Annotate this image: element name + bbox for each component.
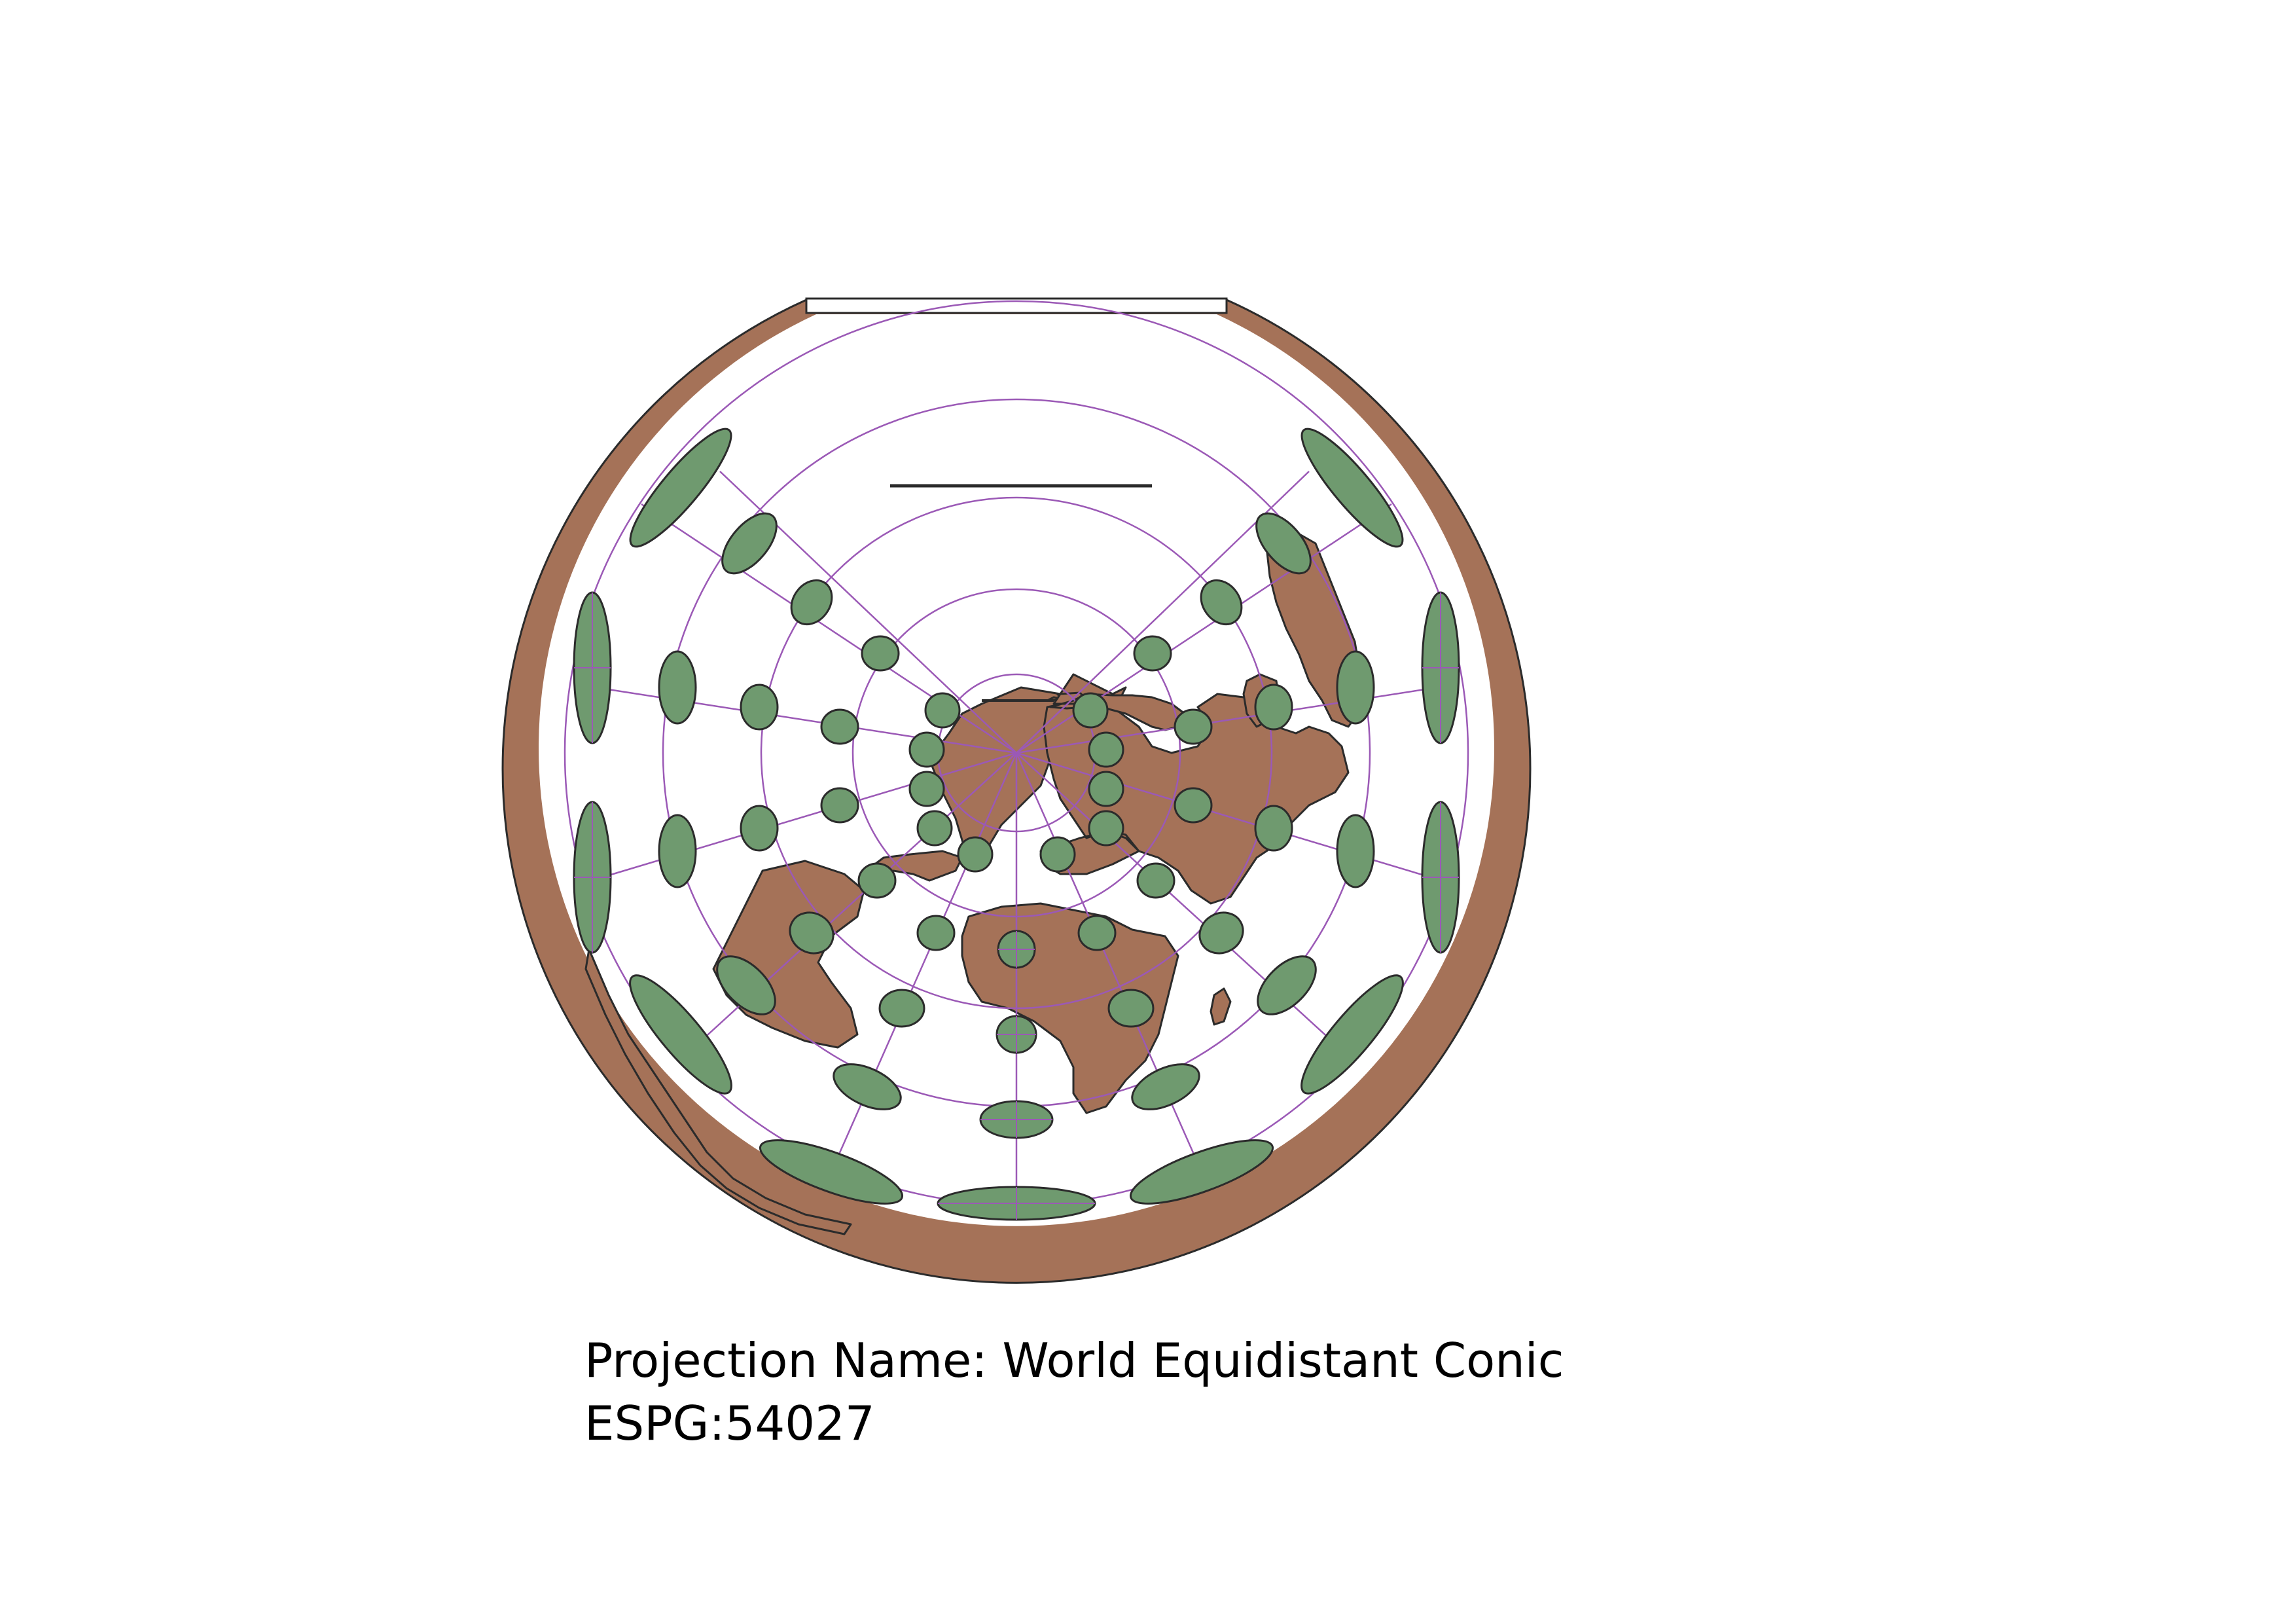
tissot-ellipse bbox=[820, 708, 859, 745]
tissot-ellipse bbox=[1136, 862, 1175, 899]
tissot-ellipse bbox=[740, 805, 779, 852]
tissot-ellipse bbox=[1254, 805, 1293, 852]
tissot-ellipse bbox=[1336, 814, 1375, 888]
tissot-ellipse bbox=[833, 1063, 902, 1110]
tissot-ellipse bbox=[1198, 911, 1244, 955]
tissot-ellipse bbox=[658, 650, 697, 725]
tissot-ellipse bbox=[1336, 650, 1375, 725]
tissot-ellipse bbox=[878, 989, 925, 1028]
tissot-ellipse bbox=[1174, 708, 1213, 745]
madagascar bbox=[1210, 987, 1232, 1026]
tissot-axes bbox=[574, 593, 1459, 1220]
tissot-ellipse bbox=[1257, 955, 1317, 1015]
tissot-ellipse bbox=[1133, 635, 1172, 672]
projection-name: Projection Name: World Equidistant Conic bbox=[584, 1333, 1564, 1388]
tissot-ellipse bbox=[1072, 692, 1109, 729]
projection-code: ESPG:54027 bbox=[584, 1396, 875, 1451]
tissot-ellipse bbox=[1300, 974, 1404, 1095]
tissot-ellipse bbox=[1077, 915, 1117, 951]
map-caption: Projection Name: World Equidistant Conic… bbox=[584, 1329, 1564, 1455]
tissot-ellipse bbox=[1300, 428, 1404, 548]
tissot-ellipse bbox=[916, 915, 956, 951]
tissot-ellipse bbox=[1039, 836, 1076, 873]
antarctica-rim-west bbox=[584, 948, 852, 1235]
tissot-ellipse bbox=[629, 974, 732, 1095]
tissot-ellipse bbox=[1255, 512, 1312, 575]
tissot-ellipse bbox=[857, 862, 897, 899]
tissot-ellipse bbox=[1088, 731, 1124, 768]
tissot-ellipse bbox=[790, 579, 833, 626]
tissot-ellipse bbox=[1129, 1139, 1274, 1205]
tissot-ellipse bbox=[1200, 579, 1243, 626]
tissot-ellipse bbox=[820, 787, 859, 824]
tissot-ellipse bbox=[916, 810, 953, 847]
tissot-ellipse bbox=[1174, 787, 1213, 824]
tissot-ellipse bbox=[740, 684, 779, 731]
tissot-ellipse bbox=[1131, 1063, 1200, 1110]
tissot-ellipse bbox=[716, 955, 776, 1015]
tissot-ellipse bbox=[861, 635, 900, 672]
tissot-ellipse bbox=[721, 512, 778, 575]
tissot-ellipse bbox=[789, 911, 834, 955]
tissot-ellipse bbox=[924, 692, 961, 729]
tissot-ellipse bbox=[908, 771, 945, 807]
tissot-ellipse bbox=[1088, 810, 1124, 847]
tissot-ellipse bbox=[629, 428, 732, 548]
tissot-ellipse bbox=[908, 731, 945, 768]
tissot-ellipse bbox=[658, 814, 697, 888]
tissot-ellipse bbox=[759, 1139, 904, 1205]
tissot-ellipse bbox=[1254, 684, 1293, 731]
tissot-ellipse bbox=[1088, 771, 1124, 807]
tissot-ellipse bbox=[957, 836, 994, 873]
tissot-ellipse bbox=[1107, 989, 1155, 1028]
